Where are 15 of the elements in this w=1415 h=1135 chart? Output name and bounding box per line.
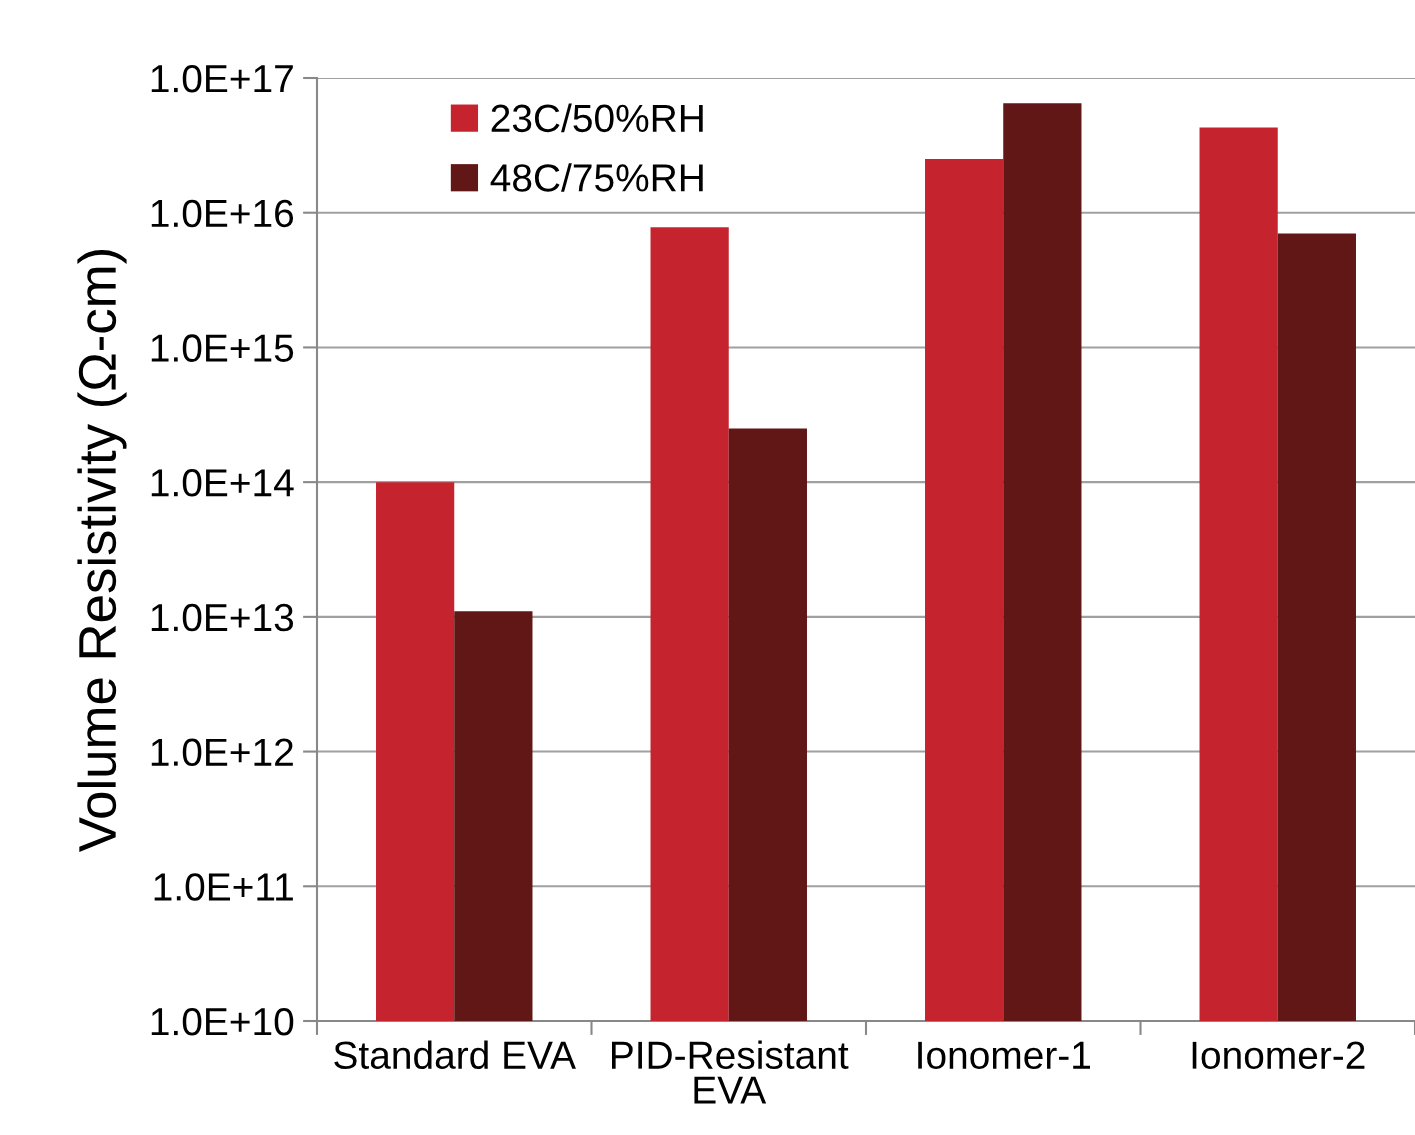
x-tick-label: Ionomer-2 — [1192, 1041, 1365, 1070]
y-tick-label: 1.0E+12 — [151, 738, 293, 767]
y-tick-label: 1.0E+11 — [154, 873, 293, 901]
x-tick-label: Ionomer-1 — [918, 1041, 1090, 1070]
x-tick-label: PID-Resistant EVA — [612, 1040, 849, 1104]
legend-label: 48C/75%RH — [490, 163, 703, 192]
y-tick-label: 1.0E+10 — [151, 1007, 294, 1036]
y-axis-title: Volume Resistivity (Ω-cm) — [77, 250, 127, 852]
x-tick-label: Standard EVA — [334, 1040, 576, 1070]
y-tick-label: 1.0E+14 — [151, 469, 294, 497]
y-tick-label: 1.0E+13 — [151, 603, 294, 632]
legend-label: 23C/50%RH — [491, 103, 703, 133]
y-tick-label: 1.0E+16 — [151, 199, 294, 228]
y-tick-label: 1.0E+17 — [151, 64, 293, 93]
y-tick-label: 1.0E+15 — [151, 334, 294, 362]
